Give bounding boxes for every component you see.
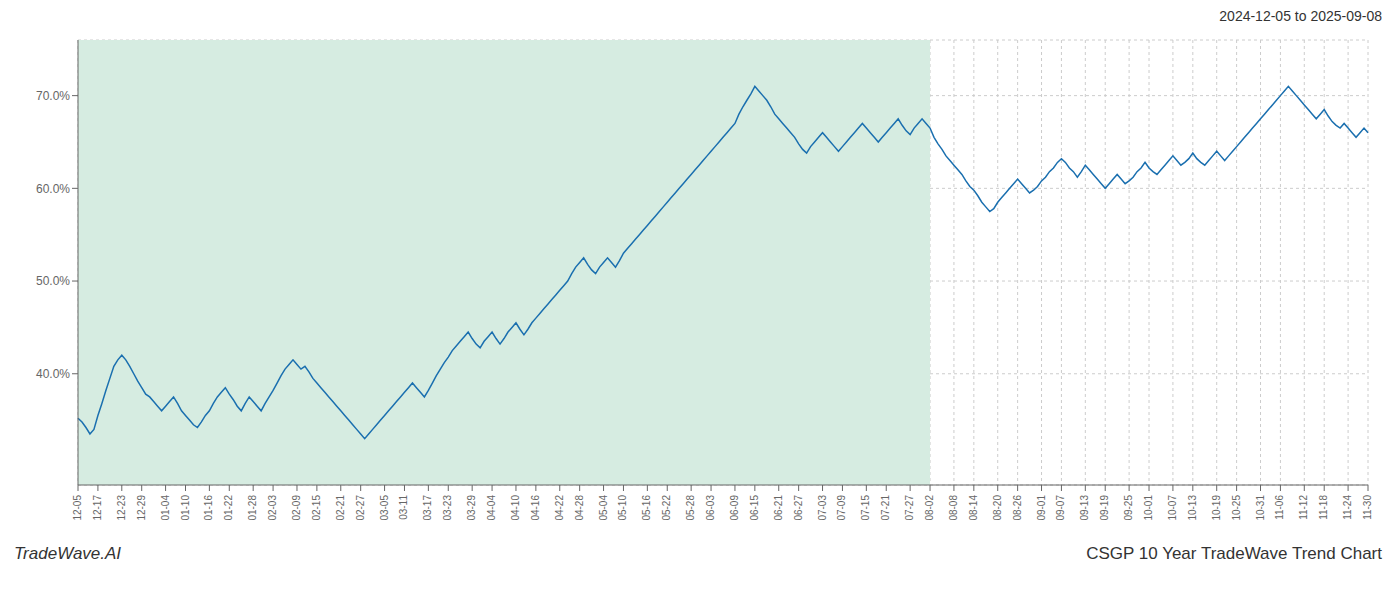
svg-text:02-27: 02-27	[355, 495, 366, 521]
svg-text:03-05: 03-05	[379, 495, 390, 521]
svg-text:04-10: 04-10	[510, 495, 521, 521]
svg-text:05-28: 05-28	[685, 495, 696, 521]
svg-text:10-25: 10-25	[1231, 495, 1242, 521]
svg-text:12-17: 12-17	[92, 495, 103, 521]
svg-text:04-04: 04-04	[486, 495, 497, 521]
svg-text:08-08: 08-08	[948, 495, 959, 521]
svg-text:08-14: 08-14	[968, 495, 979, 521]
svg-text:05-10: 05-10	[617, 495, 628, 521]
svg-text:11-06: 11-06	[1274, 495, 1285, 520]
svg-text:06-15: 06-15	[749, 495, 760, 521]
svg-text:03-29: 03-29	[466, 495, 477, 521]
svg-text:02-09: 02-09	[291, 495, 302, 521]
svg-text:09-25: 09-25	[1123, 495, 1134, 521]
svg-text:06-03: 06-03	[705, 495, 716, 521]
svg-text:40.0%: 40.0%	[36, 367, 70, 381]
svg-text:08-20: 08-20	[992, 495, 1003, 521]
svg-text:09-01: 09-01	[1036, 495, 1047, 521]
svg-text:02-21: 02-21	[335, 495, 346, 521]
svg-text:09-19: 09-19	[1099, 495, 1110, 521]
svg-text:70.0%: 70.0%	[36, 89, 70, 103]
svg-text:10-19: 10-19	[1211, 495, 1222, 521]
html-text:CSGP 10 Year TradeWave Trend C: CSGP 10 Year TradeWave Trend Chart	[1086, 544, 1382, 563]
svg-text:07-03: 07-03	[817, 495, 828, 521]
svg-text:08-02: 08-02	[924, 495, 935, 521]
svg-text:12-05: 12-05	[72, 495, 83, 521]
svg-text:03-11: 03-11	[398, 495, 409, 520]
svg-text:01-22: 01-22	[223, 495, 234, 521]
svg-text:01-16: 01-16	[203, 495, 214, 521]
svg-text:10-01: 10-01	[1143, 495, 1154, 521]
svg-text:04-28: 04-28	[574, 495, 585, 521]
html-text:TradeWave.AI: TradeWave.AI	[14, 544, 122, 563]
svg-text:01-10: 01-10	[180, 495, 191, 521]
svg-text:07-09: 07-09	[836, 495, 847, 521]
svg-text:07-15: 07-15	[860, 495, 871, 521]
svg-text:11-12: 11-12	[1298, 495, 1309, 520]
svg-text:04-16: 04-16	[530, 495, 541, 521]
svg-text:03-17: 03-17	[422, 495, 433, 521]
svg-text:07-27: 07-27	[904, 495, 915, 521]
svg-text:10-13: 10-13	[1187, 495, 1198, 521]
svg-text:06-09: 06-09	[729, 495, 740, 521]
svg-text:05-04: 05-04	[598, 495, 609, 521]
svg-text:50.0%: 50.0%	[36, 274, 70, 288]
svg-text:11-18: 11-18	[1318, 495, 1329, 520]
svg-text:02-15: 02-15	[311, 495, 322, 521]
svg-text:06-27: 06-27	[793, 495, 804, 521]
svg-text:60.0%: 60.0%	[36, 182, 70, 196]
svg-text:07-21: 07-21	[880, 495, 891, 521]
svg-text:01-04: 01-04	[160, 495, 171, 521]
svg-text:12-23: 12-23	[116, 495, 127, 521]
svg-text:05-22: 05-22	[661, 495, 672, 521]
svg-text:09-13: 09-13	[1079, 495, 1090, 521]
svg-text:10-31: 10-31	[1255, 495, 1266, 521]
svg-text:03-23: 03-23	[442, 495, 453, 521]
svg-text:10-07: 10-07	[1167, 495, 1178, 521]
svg-text:08-26: 08-26	[1012, 495, 1023, 521]
svg-text:02-03: 02-03	[267, 495, 278, 521]
svg-text:01-28: 01-28	[247, 495, 258, 521]
svg-text:12-29: 12-29	[136, 495, 147, 521]
svg-text:11-24: 11-24	[1342, 495, 1353, 520]
svg-text:09-07: 09-07	[1055, 495, 1066, 521]
html-text:2024-12-05 to 2025-09-08: 2024-12-05 to 2025-09-08	[1219, 8, 1382, 24]
svg-text:11-30: 11-30	[1362, 495, 1373, 520]
svg-text:04-22: 04-22	[554, 495, 565, 521]
svg-text:05-16: 05-16	[641, 495, 652, 521]
svg-text:06-21: 06-21	[773, 495, 784, 521]
